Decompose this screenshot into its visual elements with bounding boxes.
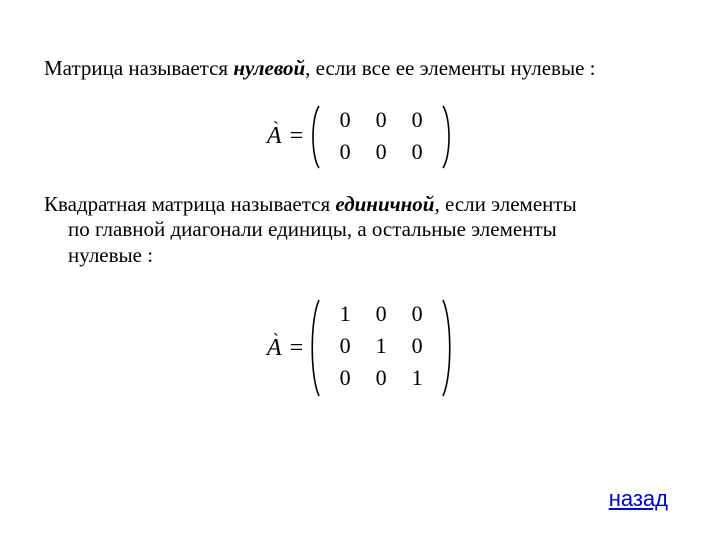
matrix-cell: 0	[412, 109, 423, 131]
right-paren-icon	[441, 104, 453, 170]
matrix-cell: 0	[412, 335, 423, 357]
grave-accent-icon: `	[273, 330, 279, 351]
para1-post: , если все ее элементы нулевые :	[305, 56, 595, 80]
spacer	[44, 268, 676, 276]
left-paren-icon	[309, 104, 321, 170]
matrix-cell: 1	[376, 335, 387, 357]
matrix-cell: 0	[412, 141, 423, 163]
matrix-cell: 0	[412, 303, 423, 325]
matrix-cell: 0	[340, 367, 351, 389]
zero-matrix-equation: ` A = 0 0 0 0 0 0	[44, 104, 676, 170]
zero-matrix-symbol: ` A	[267, 123, 282, 150]
para1-pre: Матрица называется	[44, 56, 233, 80]
zero-matrix: 0 0 0 0 0 0	[309, 104, 453, 170]
zero-matrix-grid: 0 0 0 0 0 0	[321, 104, 441, 170]
equals-sign: =	[290, 123, 304, 150]
para2-pre: Квадратная матрица называется	[44, 192, 335, 216]
slide-page: Матрица называется нулевой, если все ее …	[0, 0, 720, 540]
matrix-cell: 0	[340, 335, 351, 357]
para2-line3: нулевые :	[68, 243, 153, 267]
left-paren-icon	[309, 298, 321, 398]
identity-matrix-equation: ` A = 1 0 0 0 1 0 0 0	[44, 298, 676, 398]
matrix-cell: 0	[340, 141, 351, 163]
back-link[interactable]: назад	[609, 486, 668, 512]
matrix-cell: 0	[340, 109, 351, 131]
para2-post1: , если элементы	[434, 192, 576, 216]
paragraph-zero-matrix: Матрица называется нулевой, если все ее …	[44, 56, 676, 82]
matrix-cell: 0	[376, 367, 387, 389]
identity-matrix-symbol: ` A	[267, 335, 282, 362]
equals-sign: =	[290, 335, 304, 362]
matrix-cell: 1	[412, 367, 423, 389]
zero-matrix-eq-row: ` A = 0 0 0 0 0 0	[267, 104, 453, 170]
identity-matrix-grid: 1 0 0 0 1 0 0 0 1	[321, 298, 441, 398]
grave-accent-icon: `	[273, 118, 279, 139]
matrix-cell: 1	[340, 303, 351, 325]
para2-line2: по главной диагонали единицы, а остальны…	[68, 217, 557, 241]
matrix-cell: 0	[376, 303, 387, 325]
identity-matrix-eq-row: ` A = 1 0 0 0 1 0 0 0	[267, 298, 453, 398]
matrix-cell: 0	[376, 141, 387, 163]
para1-term: нулевой	[233, 56, 305, 80]
matrix-cell: 0	[376, 109, 387, 131]
para2-term: единичной	[335, 192, 434, 216]
identity-matrix: 1 0 0 0 1 0 0 0 1	[309, 298, 453, 398]
paragraph-identity-matrix: Квадратная матрица называется единичной,…	[44, 192, 676, 269]
right-paren-icon	[441, 298, 453, 398]
